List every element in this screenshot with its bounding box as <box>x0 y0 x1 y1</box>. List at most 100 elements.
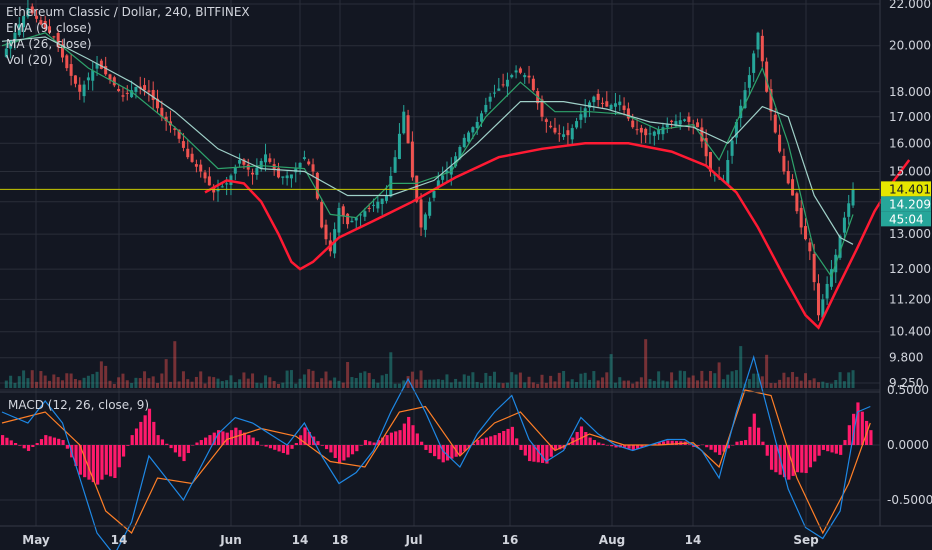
symbol-title[interactable]: Ethereum Classic / Dollar, 240, BITFINEX <box>6 5 250 19</box>
candle-body <box>670 120 674 122</box>
candle-body <box>631 120 635 128</box>
macd-histogram-bar <box>195 442 199 445</box>
macd-histogram-bar <box>186 445 190 454</box>
candle-body <box>644 128 648 136</box>
price-tick-label: 18.000 <box>889 85 931 99</box>
candle-body <box>799 207 803 228</box>
price-tick-label: 11.200 <box>889 292 931 306</box>
volume-bar <box>454 378 458 388</box>
volume-bar <box>687 377 691 388</box>
volume-bar <box>834 380 838 388</box>
price-tick-label: 22.000 <box>889 0 931 11</box>
volume-bar <box>393 383 397 388</box>
candle-body <box>570 128 574 140</box>
candle-body <box>220 186 224 188</box>
candle-body <box>423 214 427 230</box>
candle-body <box>104 66 108 75</box>
macd-histogram-bar <box>463 445 467 452</box>
candle-body <box>233 167 237 174</box>
volume-bar <box>251 373 255 388</box>
volume-bar <box>639 377 643 388</box>
time-tick-label: 14 <box>685 533 702 547</box>
volume-bar <box>212 377 216 388</box>
price-tick-label: 10.400 <box>889 325 931 339</box>
volume-bar <box>60 380 64 388</box>
volume-bar <box>518 372 522 388</box>
macd-histogram-bar <box>808 445 813 468</box>
volume-bar <box>276 383 280 388</box>
candle-body <box>575 121 579 128</box>
macd-histogram-bar <box>843 440 847 445</box>
candle-body <box>190 153 194 162</box>
ema-price-badge-bg <box>881 196 931 212</box>
candle-body <box>367 207 371 209</box>
candle-body <box>56 33 60 48</box>
volume-bar <box>592 371 596 388</box>
macd-histogram-bar <box>597 442 601 445</box>
macd-histogram-bar <box>489 436 493 445</box>
volume-bar <box>117 377 121 388</box>
volume-bar <box>791 372 795 388</box>
candle-body <box>255 167 259 175</box>
candle-body <box>467 132 471 142</box>
candle-body <box>207 176 211 186</box>
candle-body <box>592 96 596 103</box>
macd-histogram-bar <box>294 443 298 445</box>
volume-bar <box>264 375 268 388</box>
volume-bar <box>48 380 52 388</box>
volume-bar <box>363 371 367 388</box>
volume-bar <box>570 379 574 388</box>
macd-histogram-bar <box>74 445 78 467</box>
volume-bar <box>168 381 172 388</box>
ema-legend[interactable]: EMA (9, close) <box>6 21 92 35</box>
candle-body <box>816 283 820 316</box>
volume-bar <box>566 381 570 388</box>
macd-histogram-bar <box>653 443 657 445</box>
volume-bar <box>670 372 674 388</box>
volume-bar <box>605 372 609 388</box>
candle-body <box>281 176 285 178</box>
candle-body <box>406 115 410 144</box>
candle-body <box>216 189 220 192</box>
macd-histogram-bar <box>493 435 497 445</box>
macd-histogram-bar <box>156 435 160 445</box>
macd-legend[interactable]: MACD (12, 26, close, 9) <box>8 398 150 412</box>
time-axis[interactable]: May 14 Jun 14 18 Jul 16 Aug 14 Sep <box>22 533 819 547</box>
macd-histogram-bar <box>696 445 700 446</box>
candle-body <box>743 90 747 108</box>
candle-body <box>307 161 311 165</box>
candle-body <box>441 175 445 180</box>
macd-histogram-bar <box>497 433 501 445</box>
macd-histogram-bar <box>523 445 527 456</box>
candle-body <box>445 170 449 174</box>
candle-body <box>341 206 345 217</box>
candle-body <box>747 75 751 88</box>
macd-histogram-bar <box>281 445 285 454</box>
macd-histogram-bar <box>424 445 428 450</box>
macd-histogram-bar <box>553 445 558 450</box>
macd-histogram-bar <box>541 445 545 463</box>
volume-bar <box>674 380 678 388</box>
volume-bar <box>259 383 263 388</box>
volume-bar <box>696 380 700 388</box>
volume-bar <box>199 371 203 388</box>
candle-body <box>488 96 492 102</box>
vol-legend[interactable]: Vol (20) <box>6 53 53 67</box>
volume-bar <box>376 382 380 388</box>
ma-legend[interactable]: MA (26, close) <box>6 37 92 51</box>
candle-body <box>337 208 341 233</box>
volume-bar <box>579 373 583 388</box>
macd-histogram-bar <box>765 445 769 456</box>
candle-body <box>173 128 177 130</box>
macd-histogram-bar <box>18 445 22 446</box>
macd-histogram-bar <box>307 432 311 445</box>
macd-histogram-bar <box>558 445 562 450</box>
volume-bar <box>423 379 427 388</box>
candle-body <box>795 193 799 212</box>
macd-histogram-bar <box>528 445 532 462</box>
macd-histogram-bar <box>100 445 104 480</box>
candle-body <box>402 111 406 134</box>
volume-bar <box>272 380 276 388</box>
macd-histogram-bar <box>48 436 52 445</box>
